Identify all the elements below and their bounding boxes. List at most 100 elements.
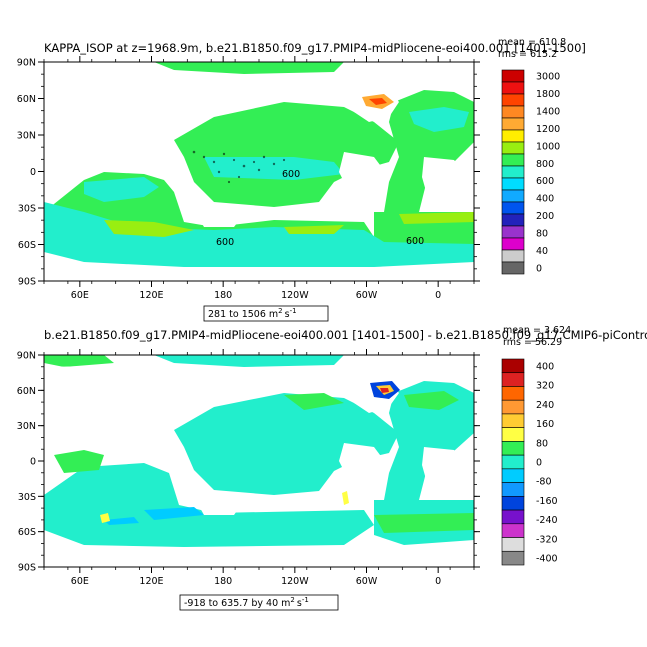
bottom-hotspot	[100, 381, 400, 523]
bottom-colorbar-swatch	[501, 441, 525, 456]
top-colorbar-swatch	[501, 153, 525, 167]
top-colorbar-label: 200	[536, 211, 554, 222]
top-range-box: 281 to 1506 m2 s-1	[203, 305, 329, 322]
top-lon-label: 180	[214, 290, 232, 301]
bottom-colorbar-swatch	[501, 372, 525, 387]
top-contour-label-3: 600	[282, 169, 300, 180]
bottom-map	[43, 354, 475, 568]
top-map: 600 600 600	[43, 61, 475, 282]
top-islands	[192, 150, 286, 184]
bottom-lat-label: 30N	[17, 421, 36, 432]
bottom-lat-label: 90S	[18, 563, 36, 574]
top-colorbar-label: 3000	[536, 72, 560, 83]
bottom-lat-label: 90N	[17, 351, 36, 362]
top-colorbar-swatch	[501, 93, 525, 107]
top-range-unit2: s	[285, 309, 290, 320]
bottom-range-box: -918 to 635.7 by 40 m2 s-1	[179, 594, 339, 611]
bottom-colorbar-label: 160	[536, 419, 554, 430]
top-cyan-bands	[44, 107, 474, 267]
bottom-colorbar-swatch	[501, 413, 525, 428]
top-colorbar-label: 40	[536, 246, 548, 257]
bottom-colorbar-label: -400	[536, 554, 558, 565]
top-lon-label: 120W	[281, 290, 309, 301]
bottom-colorbar-swatch	[501, 386, 525, 401]
bottom-colorbar-label: -160	[536, 496, 558, 507]
top-colorbar-swatch	[501, 201, 525, 215]
bottom-colorbar-label: 240	[536, 400, 554, 411]
bottom-blue-spots	[104, 507, 204, 525]
top-colorbar-swatch	[501, 225, 525, 239]
bottom-lon-label: 120W	[281, 576, 309, 587]
bottom-range-text: -918 to 635.7 by 40 m	[184, 598, 290, 609]
bottom-lat-label: 30S	[18, 492, 36, 503]
bottom-colorbar-label: -80	[536, 477, 552, 488]
top-lon-label: 60W	[356, 290, 378, 301]
bottom-range-exp2: -1	[302, 596, 309, 604]
top-colorbar-label: 400	[536, 194, 554, 205]
bottom-colorbar-label: 80	[536, 438, 548, 449]
top-lat-label: 30S	[18, 204, 36, 215]
top-land	[44, 72, 474, 281]
top-colorbar-swatch	[501, 117, 525, 131]
bottom-lon-label: 0	[435, 576, 441, 587]
top-rms: rms = 615.2	[498, 49, 557, 60]
top-colorbar-swatch	[501, 105, 525, 119]
bottom-colorbar: 400 320 240 160 80 0 -80 -160 -240 -320 -400	[501, 358, 558, 566]
top-lat-label: 90S	[18, 277, 36, 288]
bottom-panel: b.e21.B1850.f09_g17.PMIP4-midPliocene-eo…	[17, 325, 647, 611]
top-contour-label-1: 600	[216, 237, 234, 248]
top-colorbar-label: 0	[536, 264, 542, 275]
bottom-green-patches	[44, 355, 474, 533]
top-colorbar-swatch	[501, 261, 525, 275]
bottom-colorbar-swatch	[501, 468, 525, 483]
bottom-colorbar-label: -240	[536, 515, 558, 526]
top-colorbar-swatch	[501, 177, 525, 191]
top-hotspot	[362, 94, 394, 109]
bottom-ocean	[44, 355, 474, 547]
bottom-colorbar-swatch	[501, 399, 525, 415]
bottom-colorbar-swatch	[501, 509, 525, 525]
top-colorbar-label: 1400	[536, 106, 560, 117]
bottom-colorbar-label: 0	[536, 458, 542, 469]
bottom-colorbar-label: 320	[536, 381, 554, 392]
bottom-range-exp: 2	[290, 596, 294, 604]
bottom-colorbar-swatch	[501, 550, 525, 566]
top-range-text: 281 to 1506 m	[208, 309, 278, 320]
top-lon-label: 120E	[139, 290, 163, 301]
top-colorbar-label: 1200	[536, 124, 560, 135]
top-lat-label: 30N	[17, 131, 36, 142]
bottom-range-unit2: s	[297, 598, 302, 609]
bottom-title: b.e21.B1850.f09_g17.PMIP4-midPliocene-eo…	[44, 328, 647, 342]
svg-text:281 to 1506 m2s-1: 281 to 1506 m2 s-1	[208, 307, 297, 320]
top-contour-label-2: 600	[406, 236, 424, 247]
bottom-colorbar-swatch	[501, 427, 525, 442]
bottom-colorbar-label: -320	[536, 534, 558, 545]
svg-text:-918 to 635.7 by 40 m2s-1: -918 to 635.7 by 40 m2 s-1	[184, 596, 309, 609]
top-colorbar-swatch	[501, 249, 525, 263]
bottom-colorbar-swatch	[501, 482, 525, 497]
bottom-colorbar-swatch	[501, 454, 525, 470]
top-colorbar-swatch	[501, 213, 525, 227]
bottom-lat-label: 60N	[17, 386, 36, 397]
top-range-exp2: -1	[290, 307, 297, 315]
top-lon-label: 0	[435, 290, 441, 301]
top-colorbar-swatch	[501, 189, 525, 203]
top-colorbar-swatch	[501, 81, 525, 95]
bottom-axes: 90N 60N 30N 0 30S 60S 90S 60E 120E 180 120W 60W 0	[17, 349, 480, 587]
top-mean: mean = 610.8	[498, 37, 566, 48]
top-colorbar-swatch	[501, 129, 525, 143]
bottom-lon-label: 120E	[139, 576, 163, 587]
top-colorbar-swatch	[501, 237, 525, 251]
bottom-lon-label: 180	[214, 576, 232, 587]
top-colorbar-label: 600	[536, 176, 554, 187]
top-colorbar-label: 800	[536, 159, 554, 170]
top-lat-label: 60N	[17, 94, 36, 105]
bottom-colorbar-swatch	[501, 496, 525, 511]
top-lat-label: 90N	[17, 58, 36, 69]
bottom-colorbar-swatch	[501, 537, 525, 552]
top-panel: KAPPA_ISOP at z=1968.9m, b.e21.B1850.f09…	[17, 37, 586, 322]
bottom-rms: rms = 56.29	[503, 337, 562, 348]
top-colorbar-swatch	[501, 165, 525, 179]
